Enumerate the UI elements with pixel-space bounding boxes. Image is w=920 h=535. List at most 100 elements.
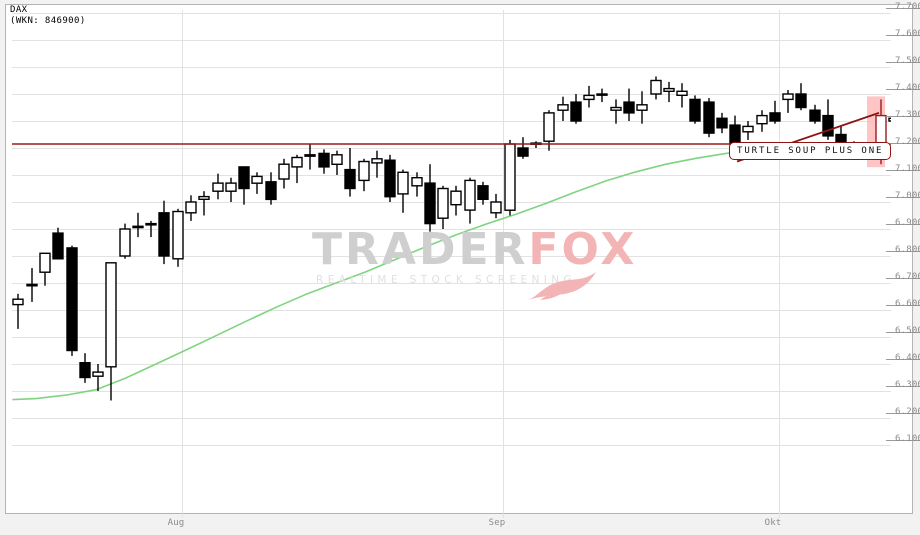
candle bbox=[132, 212, 144, 238]
candle-body bbox=[782, 93, 794, 101]
price-tick: 7.000 bbox=[886, 191, 920, 201]
candle-body bbox=[172, 210, 184, 260]
candle-body bbox=[238, 166, 250, 190]
price-tick: 6.200 bbox=[886, 407, 920, 417]
candle-body bbox=[676, 90, 688, 97]
candle bbox=[158, 200, 170, 265]
candle-body bbox=[543, 112, 555, 142]
candle-body bbox=[79, 362, 91, 379]
candle bbox=[477, 181, 489, 205]
candle bbox=[397, 169, 409, 213]
time-tick-label-aug: Aug bbox=[167, 518, 185, 528]
candle-body bbox=[411, 176, 423, 187]
candle bbox=[663, 81, 675, 103]
candle-body bbox=[158, 212, 170, 257]
candle-body bbox=[52, 232, 64, 260]
candle-body bbox=[583, 94, 595, 101]
candle bbox=[650, 76, 662, 100]
candle-body bbox=[358, 160, 370, 182]
candle bbox=[79, 353, 91, 383]
candle-body bbox=[12, 298, 24, 306]
candle-body bbox=[384, 159, 396, 198]
candle bbox=[610, 99, 622, 124]
candle-body bbox=[742, 125, 754, 133]
candle bbox=[212, 173, 224, 200]
price-tick: 6.800 bbox=[886, 245, 920, 255]
candle bbox=[145, 220, 157, 238]
candle-body bbox=[278, 163, 290, 180]
candle-body bbox=[304, 154, 316, 157]
price-tick: 7.200 bbox=[886, 137, 920, 147]
candle-body bbox=[450, 190, 462, 206]
candle-body bbox=[464, 179, 476, 211]
candle bbox=[424, 164, 436, 232]
candle-body bbox=[331, 154, 343, 166]
candle-body bbox=[344, 168, 356, 190]
candle-body bbox=[636, 104, 648, 111]
price-tick: 6.100 bbox=[886, 434, 920, 444]
candle bbox=[331, 150, 343, 175]
price-tick: 7.300 bbox=[886, 110, 920, 120]
candle bbox=[504, 139, 516, 216]
candle bbox=[782, 90, 794, 113]
candle bbox=[623, 88, 635, 121]
plot-area[interactable] bbox=[12, 10, 891, 518]
candle-body bbox=[26, 283, 38, 287]
candle-body bbox=[225, 182, 237, 192]
candle-body bbox=[185, 201, 197, 214]
candle-body bbox=[318, 152, 330, 168]
candle-body bbox=[490, 201, 502, 214]
candle bbox=[358, 158, 370, 192]
price-tick: 7.700 bbox=[886, 2, 920, 12]
candle-body bbox=[809, 109, 821, 122]
time-tick-label-sep: Sep bbox=[488, 518, 506, 528]
candle-body bbox=[132, 225, 144, 229]
candle bbox=[742, 121, 754, 140]
candle bbox=[450, 185, 462, 216]
candle bbox=[596, 88, 608, 103]
gridlines bbox=[12, 10, 891, 518]
candle bbox=[12, 293, 24, 329]
candle bbox=[703, 98, 715, 138]
candle-body bbox=[212, 182, 224, 192]
candle bbox=[251, 172, 263, 194]
candle-body bbox=[822, 114, 834, 137]
price-axis: 7.700 7.600 7.500 7.400 7.300 7.200 7.100 7.000… bbox=[886, 2, 920, 514]
candle bbox=[198, 191, 210, 216]
price-tick: 6.500 bbox=[886, 326, 920, 336]
candle bbox=[238, 166, 250, 205]
candle-body bbox=[251, 175, 263, 184]
candle bbox=[676, 83, 688, 108]
candle-body bbox=[39, 252, 51, 273]
candle bbox=[464, 177, 476, 224]
candle bbox=[716, 112, 728, 134]
candle-body bbox=[371, 158, 383, 164]
candle bbox=[822, 99, 834, 140]
candle-body bbox=[557, 104, 569, 111]
price-tick-label: 6.900 bbox=[895, 218, 920, 228]
candle bbox=[185, 195, 197, 221]
candle-body bbox=[610, 106, 622, 111]
candle bbox=[105, 262, 117, 401]
candle bbox=[92, 364, 104, 391]
signal-annotation-label[interactable]: TURTLE SOUP PLUS ONE bbox=[729, 142, 892, 160]
candle-body bbox=[663, 87, 675, 92]
candle-body bbox=[517, 147, 529, 157]
candle bbox=[119, 223, 131, 259]
price-tick-label: 6.200 bbox=[895, 407, 920, 417]
candle bbox=[570, 94, 582, 124]
candle bbox=[756, 110, 768, 132]
candle-body bbox=[703, 101, 715, 134]
candle bbox=[689, 95, 701, 124]
candlestick-svg bbox=[12, 10, 891, 518]
candle-body bbox=[769, 112, 781, 122]
candle bbox=[437, 185, 449, 229]
candle bbox=[66, 245, 78, 356]
candle bbox=[888, 117, 891, 122]
price-tick: 6.300 bbox=[886, 380, 920, 390]
price-tick-label: 7.400 bbox=[895, 83, 920, 93]
candle-body bbox=[145, 222, 157, 226]
price-tick-label: 7.500 bbox=[895, 56, 920, 66]
candle bbox=[26, 268, 38, 302]
price-tick-label: 6.300 bbox=[895, 380, 920, 390]
